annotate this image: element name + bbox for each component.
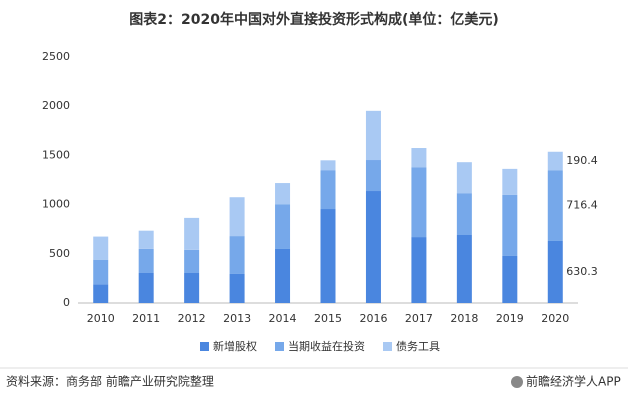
bar-segment [138,248,154,273]
bar-segment [411,148,427,168]
bar-segment [93,236,109,260]
y-tick-label: 0 [63,296,70,309]
bar-segment [411,237,427,303]
bar-segment [365,110,381,161]
x-tick-label: 2017 [405,312,433,325]
bar-segment [93,284,109,303]
y-tick-label: 1000 [42,198,70,211]
bar-segment [365,191,381,303]
x-tick-label: 2010 [87,312,115,325]
x-tick-label: 2020 [541,312,569,325]
source: 资料来源：商务部 前瞻产业研究院整理 [6,374,214,389]
value-label: 630.3 [566,265,598,278]
legend-swatch [200,342,209,351]
bar-segment [502,168,518,195]
bar-segment [456,193,472,236]
bar-segment [320,170,336,210]
bar-segment [275,248,291,303]
brand: 前瞻经济学人APP [526,374,621,389]
bar-segment [93,259,109,285]
x-tick-label: 2012 [178,312,206,325]
bar-segment [275,204,291,249]
x-tick-label: 2011 [132,312,160,325]
bar-segment [138,230,154,249]
value-label: 190.4 [566,154,598,167]
bar-segment [275,183,291,205]
bar-segment [184,217,200,250]
bar-segment [184,272,200,303]
legend-label: 新增股权 [213,339,257,353]
bar-segment [502,194,518,256]
x-tick-label: 2019 [496,312,524,325]
bar-segment [229,197,245,237]
value-label: 716.4 [566,199,598,212]
bar-segment [138,272,154,303]
x-tick-label: 2018 [450,312,478,325]
bar-segment [229,236,245,274]
bar-segment [184,249,200,273]
bar-segment [365,160,381,192]
bar-segment [547,151,563,171]
bar-segment [411,167,427,238]
bar-segment [320,160,336,171]
legend-label: 当期收益在投资 [288,339,365,353]
bar-segment [320,209,336,303]
y-tick-label: 2500 [42,50,70,63]
y-tick-label: 1500 [42,148,70,161]
brand-icon [511,376,523,388]
legend-label: 债务工具 [396,339,440,353]
x-tick-label: 2015 [314,312,342,325]
bar-segment [456,162,472,194]
x-tick-label: 2016 [359,312,387,325]
legend-swatch [275,342,284,351]
y-tick-label: 500 [49,247,70,260]
x-tick-label: 2013 [223,312,251,325]
y-tick-label: 2000 [42,99,70,112]
bar-segment [502,255,518,303]
bar-segment [547,240,563,303]
bar-segment [229,273,245,303]
legend-swatch [383,342,392,351]
bar-segment [456,235,472,303]
chart-title: 图表2：2020年中国对外直接投资形式构成(单位：亿美元) [129,11,499,28]
x-tick-label: 2014 [269,312,297,325]
bar-segment [547,170,563,241]
